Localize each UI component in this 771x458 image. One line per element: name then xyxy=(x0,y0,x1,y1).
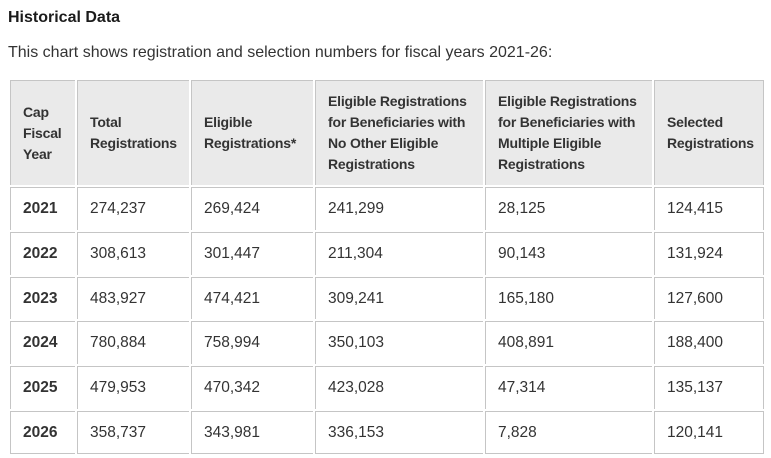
value-cell: 423,028 xyxy=(315,365,483,409)
year-cell: 2022 xyxy=(10,231,75,275)
value-cell: 7,828 xyxy=(485,410,652,455)
value-cell: 135,137 xyxy=(654,365,764,409)
value-cell: 274,237 xyxy=(77,187,189,230)
value-cell: 241,299 xyxy=(315,187,483,230)
value-cell: 408,891 xyxy=(485,321,652,364)
value-cell: 780,884 xyxy=(77,321,189,364)
table-header: Cap Fiscal Year Total Registrations Eligib… xyxy=(10,80,764,186)
year-cell: 2025 xyxy=(10,365,75,409)
value-cell: 269,424 xyxy=(191,187,313,230)
value-cell: 758,994 xyxy=(191,321,313,364)
year-cell: 2024 xyxy=(10,321,75,364)
table-row: 2024 780,884 758,994 350,103 408,891 188,400 xyxy=(10,321,764,364)
table-body: 2021 274,237 269,424 241,299 28,125 124,415 20… xyxy=(10,187,764,455)
value-cell: 127,600 xyxy=(654,276,764,320)
header-row: Cap Fiscal Year Total Registrations Eligib… xyxy=(10,80,764,186)
column-header-6: Selected Registrations xyxy=(654,80,764,186)
value-cell: 309,241 xyxy=(315,276,483,320)
column-header-5: Eligible Registrations for Beneficiaries… xyxy=(485,80,652,186)
value-cell: 120,141 xyxy=(654,410,764,455)
table-row: 2025 479,953 470,342 423,028 47,314 135,137 xyxy=(10,365,764,409)
column-header-4: Eligible Registrations for Beneficiaries… xyxy=(315,80,483,186)
value-cell: 483,927 xyxy=(77,276,189,320)
value-cell: 47,314 xyxy=(485,365,652,409)
value-cell: 90,143 xyxy=(485,231,652,275)
value-cell: 124,415 xyxy=(654,187,764,230)
year-cell: 2021 xyxy=(10,187,75,230)
value-cell: 358,737 xyxy=(77,410,189,455)
value-cell: 165,180 xyxy=(485,276,652,320)
year-cell: 2026 xyxy=(10,410,75,455)
value-cell: 336,153 xyxy=(315,410,483,455)
column-header-1: Cap Fiscal Year xyxy=(10,80,75,186)
page-subtitle: This chart shows registration and select… xyxy=(8,43,553,61)
value-cell: 301,447 xyxy=(191,231,313,275)
value-cell: 479,953 xyxy=(77,365,189,409)
value-cell: 131,924 xyxy=(654,231,764,275)
value-cell: 211,304 xyxy=(315,231,483,275)
column-header-3: Eligible Registrations* xyxy=(191,80,313,186)
value-cell: 343,981 xyxy=(191,410,313,455)
value-cell: 470,342 xyxy=(191,365,313,409)
page-title: Historical Data xyxy=(8,9,121,26)
value-cell: 308,613 xyxy=(77,231,189,275)
value-cell: 188,400 xyxy=(654,321,764,364)
year-cell: 2023 xyxy=(10,276,75,320)
table-row: 2023 483,927 474,421 309,241 165,180 127,600 xyxy=(10,276,764,320)
column-header-2: Total Registrations xyxy=(77,80,189,186)
table-row: 2026 358,737 343,981 336,153 7,828 120,141 xyxy=(10,410,764,455)
value-cell: 28,125 xyxy=(485,187,652,230)
value-cell: 474,421 xyxy=(191,276,313,320)
table-row: 2022 308,613 301,447 211,304 90,143 131,924 xyxy=(10,231,764,275)
historical-data-table: Cap Fiscal Year Total Registrations Eligib… xyxy=(8,78,766,456)
table-row: 2021 274,237 269,424 241,299 28,125 124,415 xyxy=(10,187,764,230)
value-cell: 350,103 xyxy=(315,321,483,364)
